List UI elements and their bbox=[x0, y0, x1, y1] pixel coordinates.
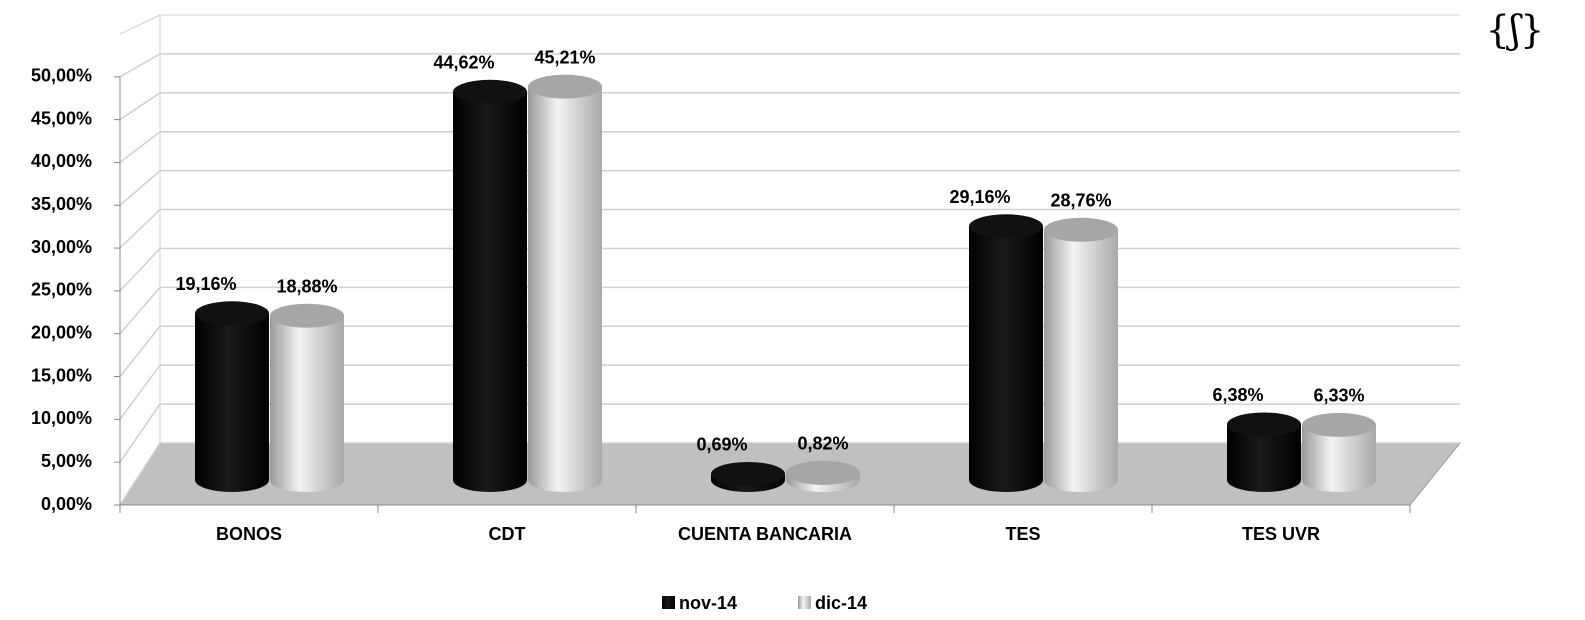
legend-label: dic-14 bbox=[815, 593, 867, 613]
bar bbox=[969, 226, 1043, 493]
wall-edge bbox=[119, 14, 161, 35]
grid-line bbox=[119, 92, 161, 121]
value-label: 0,69% bbox=[696, 435, 747, 455]
grid-line bbox=[119, 170, 161, 206]
y-tick-label: 25,00% bbox=[31, 280, 92, 300]
x-tick-label: TES UVR bbox=[1242, 524, 1320, 544]
bar-top bbox=[195, 301, 269, 326]
y-tick-label: 0,00% bbox=[41, 494, 92, 514]
bar-top bbox=[786, 460, 860, 485]
grid-line bbox=[119, 247, 161, 292]
bar bbox=[528, 86, 602, 492]
bar bbox=[453, 91, 527, 492]
x-tick-label: BONOS bbox=[216, 524, 282, 544]
x-tick-label: CDT bbox=[489, 524, 526, 544]
bar bbox=[1302, 424, 1376, 492]
grid-line bbox=[119, 364, 161, 420]
y-tick-label: 20,00% bbox=[31, 322, 92, 342]
bar bbox=[270, 315, 344, 492]
grid-line bbox=[119, 286, 161, 335]
value-label: 6,38% bbox=[1212, 385, 1263, 405]
bar-top bbox=[270, 303, 344, 328]
x-tick-label: TES bbox=[1005, 524, 1040, 544]
legend-swatch bbox=[798, 596, 811, 609]
y-tick-label: 5,00% bbox=[41, 451, 92, 471]
y-tick-label: 50,00% bbox=[31, 66, 92, 86]
y-tick-label: 10,00% bbox=[31, 408, 92, 428]
value-label: 6,33% bbox=[1313, 386, 1364, 406]
grid-line bbox=[119, 442, 161, 506]
y-tick-label: 30,00% bbox=[31, 237, 92, 257]
grid-line bbox=[119, 131, 161, 164]
x-tick-label: CUENTA BANCARIA bbox=[678, 524, 852, 544]
logo: {ʃ} bbox=[1486, 8, 1545, 52]
legend-swatch bbox=[662, 596, 675, 609]
grid-line bbox=[119, 53, 161, 78]
bar bbox=[1227, 424, 1301, 492]
y-tick-label: 15,00% bbox=[31, 365, 92, 385]
value-label: 18,88% bbox=[276, 276, 337, 296]
value-label: 28,76% bbox=[1050, 191, 1111, 211]
value-label: 19,16% bbox=[175, 274, 236, 294]
bar-top bbox=[1227, 412, 1301, 437]
bar-top bbox=[711, 461, 785, 486]
grid-line bbox=[119, 403, 161, 463]
bar-top bbox=[1044, 217, 1118, 242]
bar bbox=[1044, 229, 1118, 492]
bar-top bbox=[528, 74, 602, 99]
grid-line bbox=[119, 209, 161, 249]
value-label: 44,62% bbox=[433, 53, 494, 73]
value-label: 45,21% bbox=[534, 47, 595, 67]
value-label: 29,16% bbox=[949, 187, 1010, 207]
bar bbox=[195, 313, 269, 492]
y-tick-label: 35,00% bbox=[31, 194, 92, 214]
bar-top bbox=[1302, 412, 1376, 437]
y-tick-label: 45,00% bbox=[31, 108, 92, 128]
bar-top bbox=[453, 79, 527, 104]
value-label: 0,82% bbox=[797, 434, 848, 454]
bar-top bbox=[969, 214, 1043, 239]
legend-label: nov-14 bbox=[679, 593, 737, 613]
grid-line bbox=[119, 325, 161, 378]
y-tick-label: 40,00% bbox=[31, 151, 92, 171]
